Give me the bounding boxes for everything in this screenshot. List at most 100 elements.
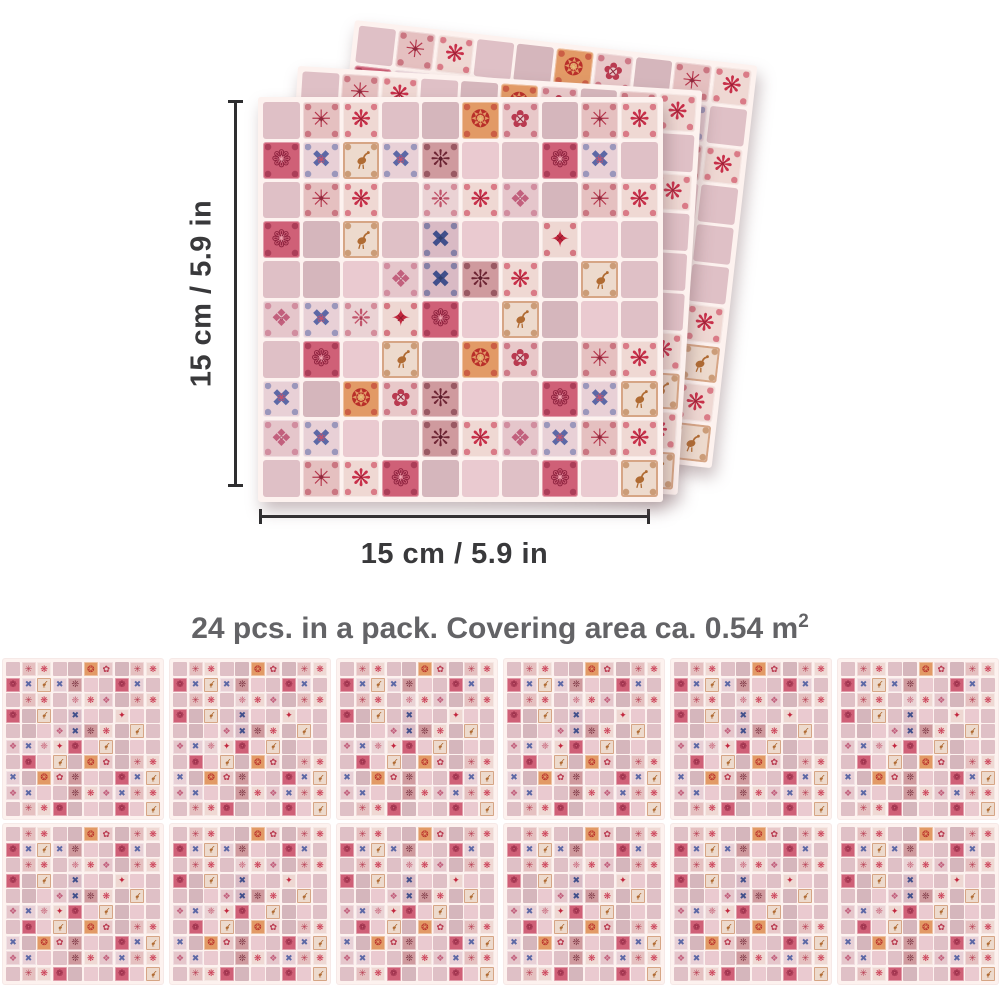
tile-plain-stone xyxy=(479,708,494,723)
tile-plain-stone xyxy=(507,662,522,677)
tile-plain-stone xyxy=(569,801,584,816)
tile-red-rosette: ✳✦ xyxy=(689,858,704,873)
tile-dark-snowflake: ❊✦ xyxy=(584,724,599,739)
tile-sheet: ✳✦❋✕❂✳✿✕✳✦❋✕❁✳✖❀✖❀❊✦❁✳✖❀✳✦❋✕❈•❋✕❖∘✳✦❋✕❁✳… xyxy=(170,824,330,984)
tile-blue-quatrefoil: ✖❀ xyxy=(856,677,871,692)
tile-bird xyxy=(145,770,160,785)
tile-navy-cross: ✖✦ xyxy=(68,724,83,739)
tile-plain-stone xyxy=(538,724,553,739)
tile-bird xyxy=(631,724,646,739)
tile-plain-stone xyxy=(235,827,250,842)
tile-dark-snowflake: ❊✦ xyxy=(417,724,432,739)
tile-bird xyxy=(371,842,386,857)
tile-dark-snowflake: ❊✦ xyxy=(903,951,918,966)
tile-plain-stone xyxy=(856,708,871,723)
tile-blue-quatrefoil: ✖❀ xyxy=(302,300,340,338)
tile-plain-stone xyxy=(371,920,386,935)
tile-pink-dots: ❖∘ xyxy=(767,786,782,801)
tile-plain-stone xyxy=(782,739,797,754)
tile-red-star-cross: ❋✕ xyxy=(621,102,658,139)
tile-plain-stone xyxy=(600,801,615,816)
tile-red-diamond: ✦✕ xyxy=(782,873,797,888)
tile-plain-stone xyxy=(631,873,646,888)
tile-red-rosette: ✳✦ xyxy=(689,693,704,708)
tile-orange-medallion: ❂✳ xyxy=(872,770,887,785)
tile-red-star-cross: ❋✕ xyxy=(872,966,887,981)
tile-red-star-cross: ❋✕ xyxy=(145,662,160,677)
tile-red-star-cross: ❋✕ xyxy=(479,786,494,801)
tile-blue-quatrefoil: ✖❀ xyxy=(798,842,813,857)
tile-red-star-cross: ❋✕ xyxy=(37,801,52,816)
tile-plain-stone xyxy=(646,889,661,904)
tile-blue-quatrefoil: ✖❀ xyxy=(297,842,312,857)
tile-bird xyxy=(52,755,67,770)
tile-plain-stone xyxy=(83,966,98,981)
tile-red-mandala: ❁✳ xyxy=(281,801,296,816)
tile-plain-stone xyxy=(340,920,355,935)
tile-pink-dots: ❖∘ xyxy=(99,858,114,873)
tile-bird xyxy=(501,300,539,338)
tile-blue-quatrefoil: ✖❀ xyxy=(856,739,871,754)
tile-plain-stone xyxy=(6,724,21,739)
tile-plain-stone xyxy=(312,708,327,723)
tile-red-rosette: ✳✦ xyxy=(689,662,704,677)
tile-pink-dots: ❖∘ xyxy=(720,724,735,739)
tile-dark-snowflake: ❊✦ xyxy=(68,935,83,950)
tile-plain-stone xyxy=(600,677,615,692)
height-dimension-label: 15 cm / 5.9 in xyxy=(185,199,218,388)
tile-blue-quatrefoil: ✖❀ xyxy=(689,951,704,966)
tile-plain-stone xyxy=(433,966,448,981)
tile-bird xyxy=(145,801,160,816)
tile-red-damask: ✿✕ xyxy=(553,935,568,950)
tile-red-rosette: ✳✦ xyxy=(798,786,813,801)
tile-red-damask: ✿✕ xyxy=(99,662,114,677)
tile-red-damask: ✿✕ xyxy=(887,935,902,950)
tile-dark-snowflake: ❊✦ xyxy=(903,786,918,801)
tile-plain-stone xyxy=(402,827,417,842)
tile-pink-dots: ❖∘ xyxy=(52,889,67,904)
tile-red-damask: ✿✕ xyxy=(266,827,281,842)
tile-plain-stone xyxy=(856,770,871,785)
tile-plain-stone xyxy=(479,724,494,739)
tile-red-mandala: ❁✳ xyxy=(782,770,797,785)
tile-pink-dots: ❖∘ xyxy=(934,951,949,966)
tile-red-star-cross: ❋✕ xyxy=(538,966,553,981)
tile-plain-stone xyxy=(600,708,615,723)
tile-bird xyxy=(767,739,782,754)
tile-dark-snowflake: ❊✦ xyxy=(569,786,584,801)
tile-plain-stone xyxy=(553,827,568,842)
tile-red-star-cross: ❋✕ xyxy=(433,724,448,739)
tile-pink-dots: ❖∘ xyxy=(507,951,522,966)
tile-red-star-cross: ❋✕ xyxy=(584,693,599,708)
tile-light-snowflake: ❈• xyxy=(872,904,887,919)
tile-red-damask: ✿✕ xyxy=(600,755,615,770)
tile-plain-stone xyxy=(340,858,355,873)
tile-plain-stone xyxy=(219,708,234,723)
tile-red-star-cross: ❋✕ xyxy=(461,420,499,458)
tile-orange-medallion: ❂✳ xyxy=(37,935,52,950)
tile-plain-stone xyxy=(903,827,918,842)
tile-blue-quatrefoil: ✖❀ xyxy=(263,380,300,418)
tile-red-star-cross: ❋✕ xyxy=(434,34,476,76)
tile-pink-dots: ❖∘ xyxy=(173,739,188,754)
tile-plain-stone xyxy=(130,708,145,723)
tile-plain-stone xyxy=(6,858,21,873)
tile-red-mandala: ❁✳ xyxy=(541,141,579,179)
tile-plain-stone xyxy=(386,951,401,966)
tile-red-damask: ✿✕ xyxy=(266,920,281,935)
tile-plain-stone xyxy=(949,827,964,842)
tile-plain-stone xyxy=(461,380,499,418)
tile-dark-snowflake: ❊✦ xyxy=(402,677,417,692)
tile-plain-stone xyxy=(856,724,871,739)
tile-blue-quatrefoil: ✖❀ xyxy=(522,951,537,966)
tile-plain-stone xyxy=(767,770,782,785)
tile-plain-stone xyxy=(114,858,129,873)
tile-plain-stone xyxy=(302,380,340,418)
tile-blue-quatrefoil: ✖❀ xyxy=(507,935,522,950)
tile-blue-quatrefoil: ✖❀ xyxy=(355,842,370,857)
tile-plain-stone xyxy=(188,873,203,888)
tile-plain-stone xyxy=(21,889,36,904)
tile-red-star-cross: ❋✕ xyxy=(145,827,160,842)
tile-blue-quatrefoil: ✖❀ xyxy=(52,677,67,692)
tile-bird xyxy=(266,739,281,754)
